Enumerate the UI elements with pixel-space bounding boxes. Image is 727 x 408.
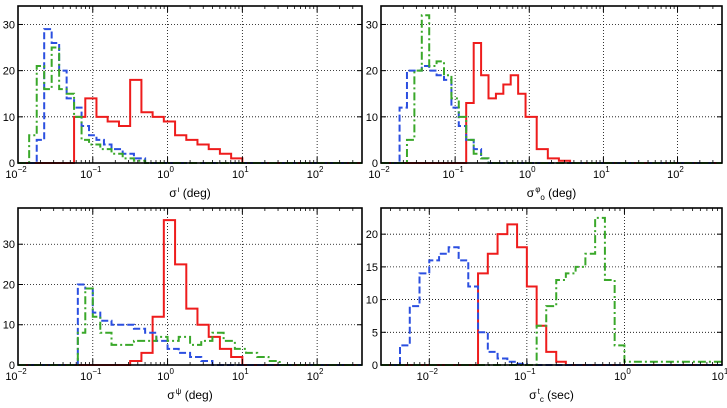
y-tick-label: 0 <box>372 360 378 372</box>
x-axis-label: σι (deg) <box>169 185 211 200</box>
series-blue <box>381 246 722 366</box>
y-tick-label: 15 <box>366 262 378 274</box>
x-axis-label: σψ (deg) <box>167 387 212 402</box>
x-tick-label: 101 <box>232 165 249 181</box>
y-tick-label: 0 <box>9 158 15 170</box>
plot-area <box>18 6 362 163</box>
series-red <box>18 78 362 164</box>
y-tick-label: 0 <box>9 360 15 372</box>
y-tick-label: 10 <box>366 112 378 124</box>
axes-frame <box>380 207 723 366</box>
x-tick-label: 10−1 <box>80 367 102 383</box>
plot-area <box>381 6 722 163</box>
y-tick-label: 20 <box>366 229 378 241</box>
y-tick-label: 30 <box>366 19 378 31</box>
y-tick-label: 10 <box>3 112 15 124</box>
y-tick-label: 5 <box>372 327 378 339</box>
y-tick-label: 0 <box>372 158 378 170</box>
series-green <box>381 14 722 164</box>
y-tick-label: 10 <box>366 295 378 307</box>
series-red <box>381 41 722 164</box>
y-tick-label: 20 <box>366 66 378 78</box>
x-tick-label: 100 <box>157 367 174 383</box>
x-tick-label: 10−1 <box>80 165 102 181</box>
panel-p4: 10−2 10−1 100 101 0 5 10 15 20 σtc (sec) <box>366 207 727 404</box>
x-tick-label: 102 <box>667 165 684 181</box>
x-axis-label: σφo (deg) <box>527 185 576 202</box>
series-green <box>18 287 362 366</box>
y-tick-label: 20 <box>3 279 15 291</box>
y-tick-label: 30 <box>3 239 15 251</box>
x-tick-label: 102 <box>307 367 324 383</box>
x-tick-label: 10−1 <box>442 165 464 181</box>
x-tick-label: 10−2 <box>417 367 439 383</box>
x-tick-label: 100 <box>157 165 174 181</box>
x-axis-label: σtc (sec) <box>529 387 574 404</box>
series-blue <box>381 65 722 164</box>
plot-area <box>381 208 722 365</box>
y-tick-label: 20 <box>3 66 15 78</box>
series-red <box>381 223 722 366</box>
x-tick-label: 10−1 <box>514 367 536 383</box>
y-tick-label: 30 <box>3 19 15 31</box>
x-tick-label: 102 <box>307 165 324 181</box>
series-blue <box>18 28 362 164</box>
y-tick-label: 10 <box>3 320 15 332</box>
series-red <box>18 219 362 366</box>
x-tick-label: 100 <box>614 367 631 383</box>
x-tick-label: 101 <box>232 367 249 383</box>
x-tick-label: 101 <box>712 367 727 383</box>
x-tick-label: 100 <box>519 165 536 181</box>
series-green <box>18 46 362 164</box>
x-tick-label: 101 <box>593 165 610 181</box>
